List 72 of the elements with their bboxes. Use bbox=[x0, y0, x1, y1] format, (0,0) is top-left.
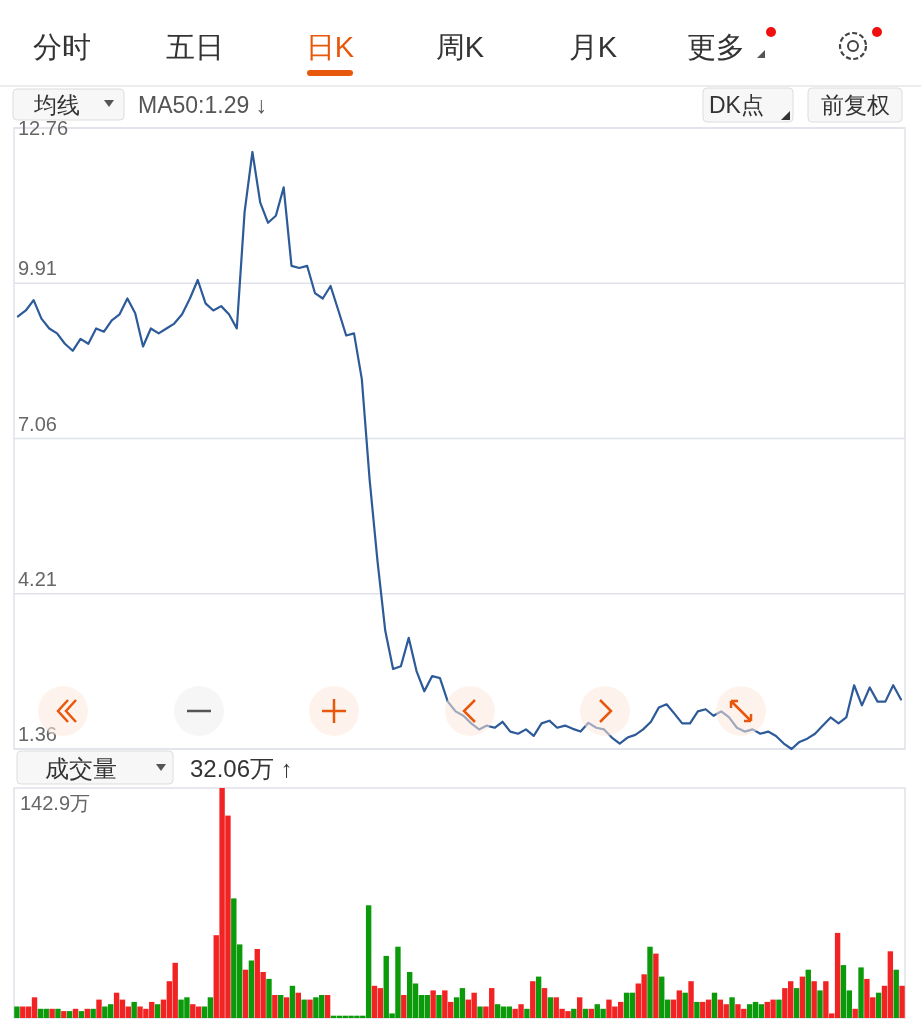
text: 成交量 bbox=[45, 755, 117, 782]
bar bbox=[272, 995, 278, 1018]
text: 周K bbox=[435, 31, 485, 63]
bar bbox=[647, 946, 653, 1018]
bar bbox=[301, 999, 307, 1018]
bar bbox=[295, 992, 301, 1018]
text: 五日 bbox=[166, 31, 224, 63]
text: MA50:1.29 ↓ bbox=[138, 92, 268, 118]
y-tick-label: 7.06 bbox=[18, 412, 57, 435]
text: 均线 bbox=[33, 92, 80, 118]
bar bbox=[14, 1006, 20, 1018]
bar bbox=[154, 1004, 161, 1018]
bar bbox=[61, 1011, 67, 1018]
bar bbox=[776, 999, 782, 1018]
bar bbox=[858, 967, 864, 1018]
bar bbox=[55, 1008, 61, 1018]
bar bbox=[893, 969, 899, 1018]
bar bbox=[541, 988, 548, 1018]
text: 更多 bbox=[687, 31, 745, 63]
text: 分时 bbox=[33, 31, 91, 63]
bar bbox=[793, 988, 800, 1018]
y-tick-label: 4.21 bbox=[18, 567, 57, 590]
bar bbox=[307, 999, 313, 1018]
bar bbox=[524, 1008, 530, 1018]
bar bbox=[799, 976, 806, 1018]
bar bbox=[588, 1008, 595, 1018]
annotation: 142.9万 bbox=[20, 792, 91, 814]
bar bbox=[90, 1008, 96, 1018]
y-tick-label: 12.76 bbox=[18, 117, 69, 139]
bar bbox=[477, 1006, 483, 1018]
text: 月K bbox=[568, 31, 618, 63]
bar bbox=[289, 985, 296, 1018]
bar bbox=[66, 1011, 73, 1018]
bar bbox=[694, 1001, 700, 1018]
bar bbox=[817, 990, 823, 1018]
bar bbox=[576, 997, 583, 1018]
text: DK点 bbox=[709, 92, 764, 118]
bar bbox=[401, 995, 407, 1018]
text: 32.06万 ↑ bbox=[190, 755, 293, 782]
bar bbox=[653, 953, 659, 1018]
bar bbox=[582, 1008, 589, 1018]
bar bbox=[811, 981, 817, 1018]
bar bbox=[547, 997, 554, 1018]
bar bbox=[84, 1008, 90, 1018]
y-tick-label: 9.91 bbox=[18, 257, 57, 280]
text: 日K bbox=[305, 31, 355, 63]
bar bbox=[49, 1008, 55, 1018]
bar bbox=[242, 969, 249, 1018]
bar bbox=[688, 981, 694, 1018]
bar bbox=[530, 981, 536, 1018]
bar bbox=[283, 997, 290, 1018]
y-tick-label: 1.36 bbox=[18, 723, 57, 745]
bar bbox=[875, 992, 882, 1018]
bar bbox=[96, 999, 102, 1018]
bar bbox=[131, 1001, 137, 1018]
bar bbox=[430, 990, 436, 1018]
bar bbox=[324, 995, 331, 1018]
bar bbox=[711, 992, 718, 1018]
bar bbox=[266, 978, 272, 1018]
bar bbox=[805, 969, 811, 1018]
bar bbox=[248, 960, 255, 1018]
bar bbox=[571, 1008, 577, 1018]
bar bbox=[899, 985, 905, 1018]
bar bbox=[682, 992, 688, 1018]
bar bbox=[852, 1008, 858, 1018]
bar bbox=[729, 997, 735, 1018]
bar bbox=[535, 976, 542, 1018]
bar bbox=[72, 1008, 79, 1018]
text: 前复权 bbox=[820, 92, 890, 118]
bar bbox=[278, 995, 284, 1018]
bar bbox=[436, 995, 442, 1018]
bar bbox=[78, 1011, 85, 1018]
